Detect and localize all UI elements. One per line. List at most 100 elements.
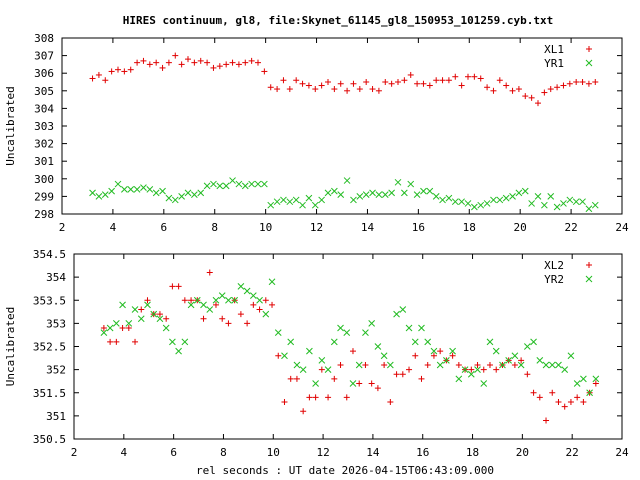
data-point [108, 187, 115, 195]
data-point [100, 329, 108, 336]
legend-marker [586, 46, 592, 52]
data-point [318, 357, 326, 364]
data-point [132, 338, 139, 345]
data-point [394, 178, 402, 186]
data-point [388, 80, 395, 87]
data-point [204, 59, 211, 66]
data-point [386, 361, 394, 369]
data-point [324, 366, 332, 373]
data-point [477, 201, 485, 209]
x-tick-label: 12 [316, 446, 329, 459]
data-point [200, 315, 207, 322]
y-tick-label: 350.5 [33, 433, 66, 446]
data-point [225, 320, 232, 327]
data-point [455, 375, 463, 383]
data-point [490, 87, 497, 94]
x-tick-label: 4 [121, 446, 128, 459]
data-point [455, 362, 462, 368]
data-point [127, 66, 134, 73]
data-point [555, 361, 562, 369]
data-point [89, 189, 96, 197]
data-point [424, 362, 431, 368]
legend-label: YR2 [544, 273, 564, 286]
series-XL1 [89, 52, 599, 107]
legend-marker [585, 59, 593, 67]
data-point [262, 310, 270, 318]
data-point [169, 283, 176, 290]
data-point [212, 301, 219, 308]
data-point [184, 189, 192, 197]
data-point [407, 71, 414, 78]
data-point [528, 94, 535, 101]
data-point [553, 203, 561, 211]
data-point [536, 357, 544, 364]
data-point [134, 59, 141, 66]
data-point [536, 394, 543, 401]
data-point [89, 75, 96, 82]
data-point [517, 361, 525, 369]
data-point [306, 394, 313, 401]
data-point [579, 198, 586, 206]
data-point [541, 201, 548, 209]
data-point [399, 306, 407, 313]
data-point [293, 77, 300, 84]
data-point [522, 93, 529, 100]
x-tick-label: 22 [566, 446, 579, 459]
data-point [560, 200, 567, 207]
data-point [418, 375, 425, 382]
data-point [286, 86, 293, 93]
data-point [393, 371, 400, 378]
series-XL2 [100, 269, 599, 424]
data-point [350, 80, 357, 87]
data-point [542, 361, 550, 369]
data-point [292, 196, 300, 204]
data-point [249, 292, 257, 299]
y-tick-label: 352.5 [33, 341, 66, 354]
x-tick-label: 24 [615, 221, 629, 234]
data-point [188, 297, 195, 304]
data-point [318, 366, 325, 373]
data-point [401, 189, 408, 197]
data-point [156, 311, 163, 318]
data-point [449, 347, 456, 355]
y-tick-label: 353 [46, 317, 66, 330]
data-point [505, 357, 513, 364]
data-point [445, 77, 452, 84]
data-point [548, 361, 556, 369]
top-panel: 2 4 6 8 10 12 14 16 18 20 22 2429829930030130230330… [4, 32, 629, 234]
data-point [210, 64, 217, 71]
data-point [524, 371, 531, 378]
data-point [115, 66, 121, 73]
data-point [349, 348, 356, 355]
data-point [414, 80, 421, 87]
data-point [138, 306, 145, 313]
x-tick-label: 12 [310, 221, 323, 234]
plot-frame [61, 37, 623, 215]
data-point [343, 329, 351, 336]
data-point [153, 59, 160, 66]
y-tick-label: 302 [34, 138, 54, 151]
data-point [530, 389, 537, 396]
x-tick-label: 22 [564, 221, 577, 234]
y-tick-label: 299 [34, 190, 54, 203]
data-point [216, 182, 224, 190]
data-point [547, 86, 554, 93]
data-point [406, 366, 413, 373]
data-point [254, 180, 262, 188]
data-point [511, 362, 518, 368]
data-point [356, 193, 364, 200]
data-point [523, 343, 531, 350]
data-point [528, 200, 535, 207]
data-point [305, 194, 313, 202]
data-point [330, 338, 338, 346]
y-tick-label: 301 [34, 155, 54, 168]
data-point [281, 352, 288, 360]
data-point [206, 269, 213, 276]
data-point [306, 347, 313, 355]
data-point [121, 186, 128, 193]
data-point [318, 82, 325, 89]
data-point [486, 362, 493, 368]
data-point [411, 338, 419, 346]
data-point [407, 180, 415, 188]
data-point [325, 394, 332, 401]
